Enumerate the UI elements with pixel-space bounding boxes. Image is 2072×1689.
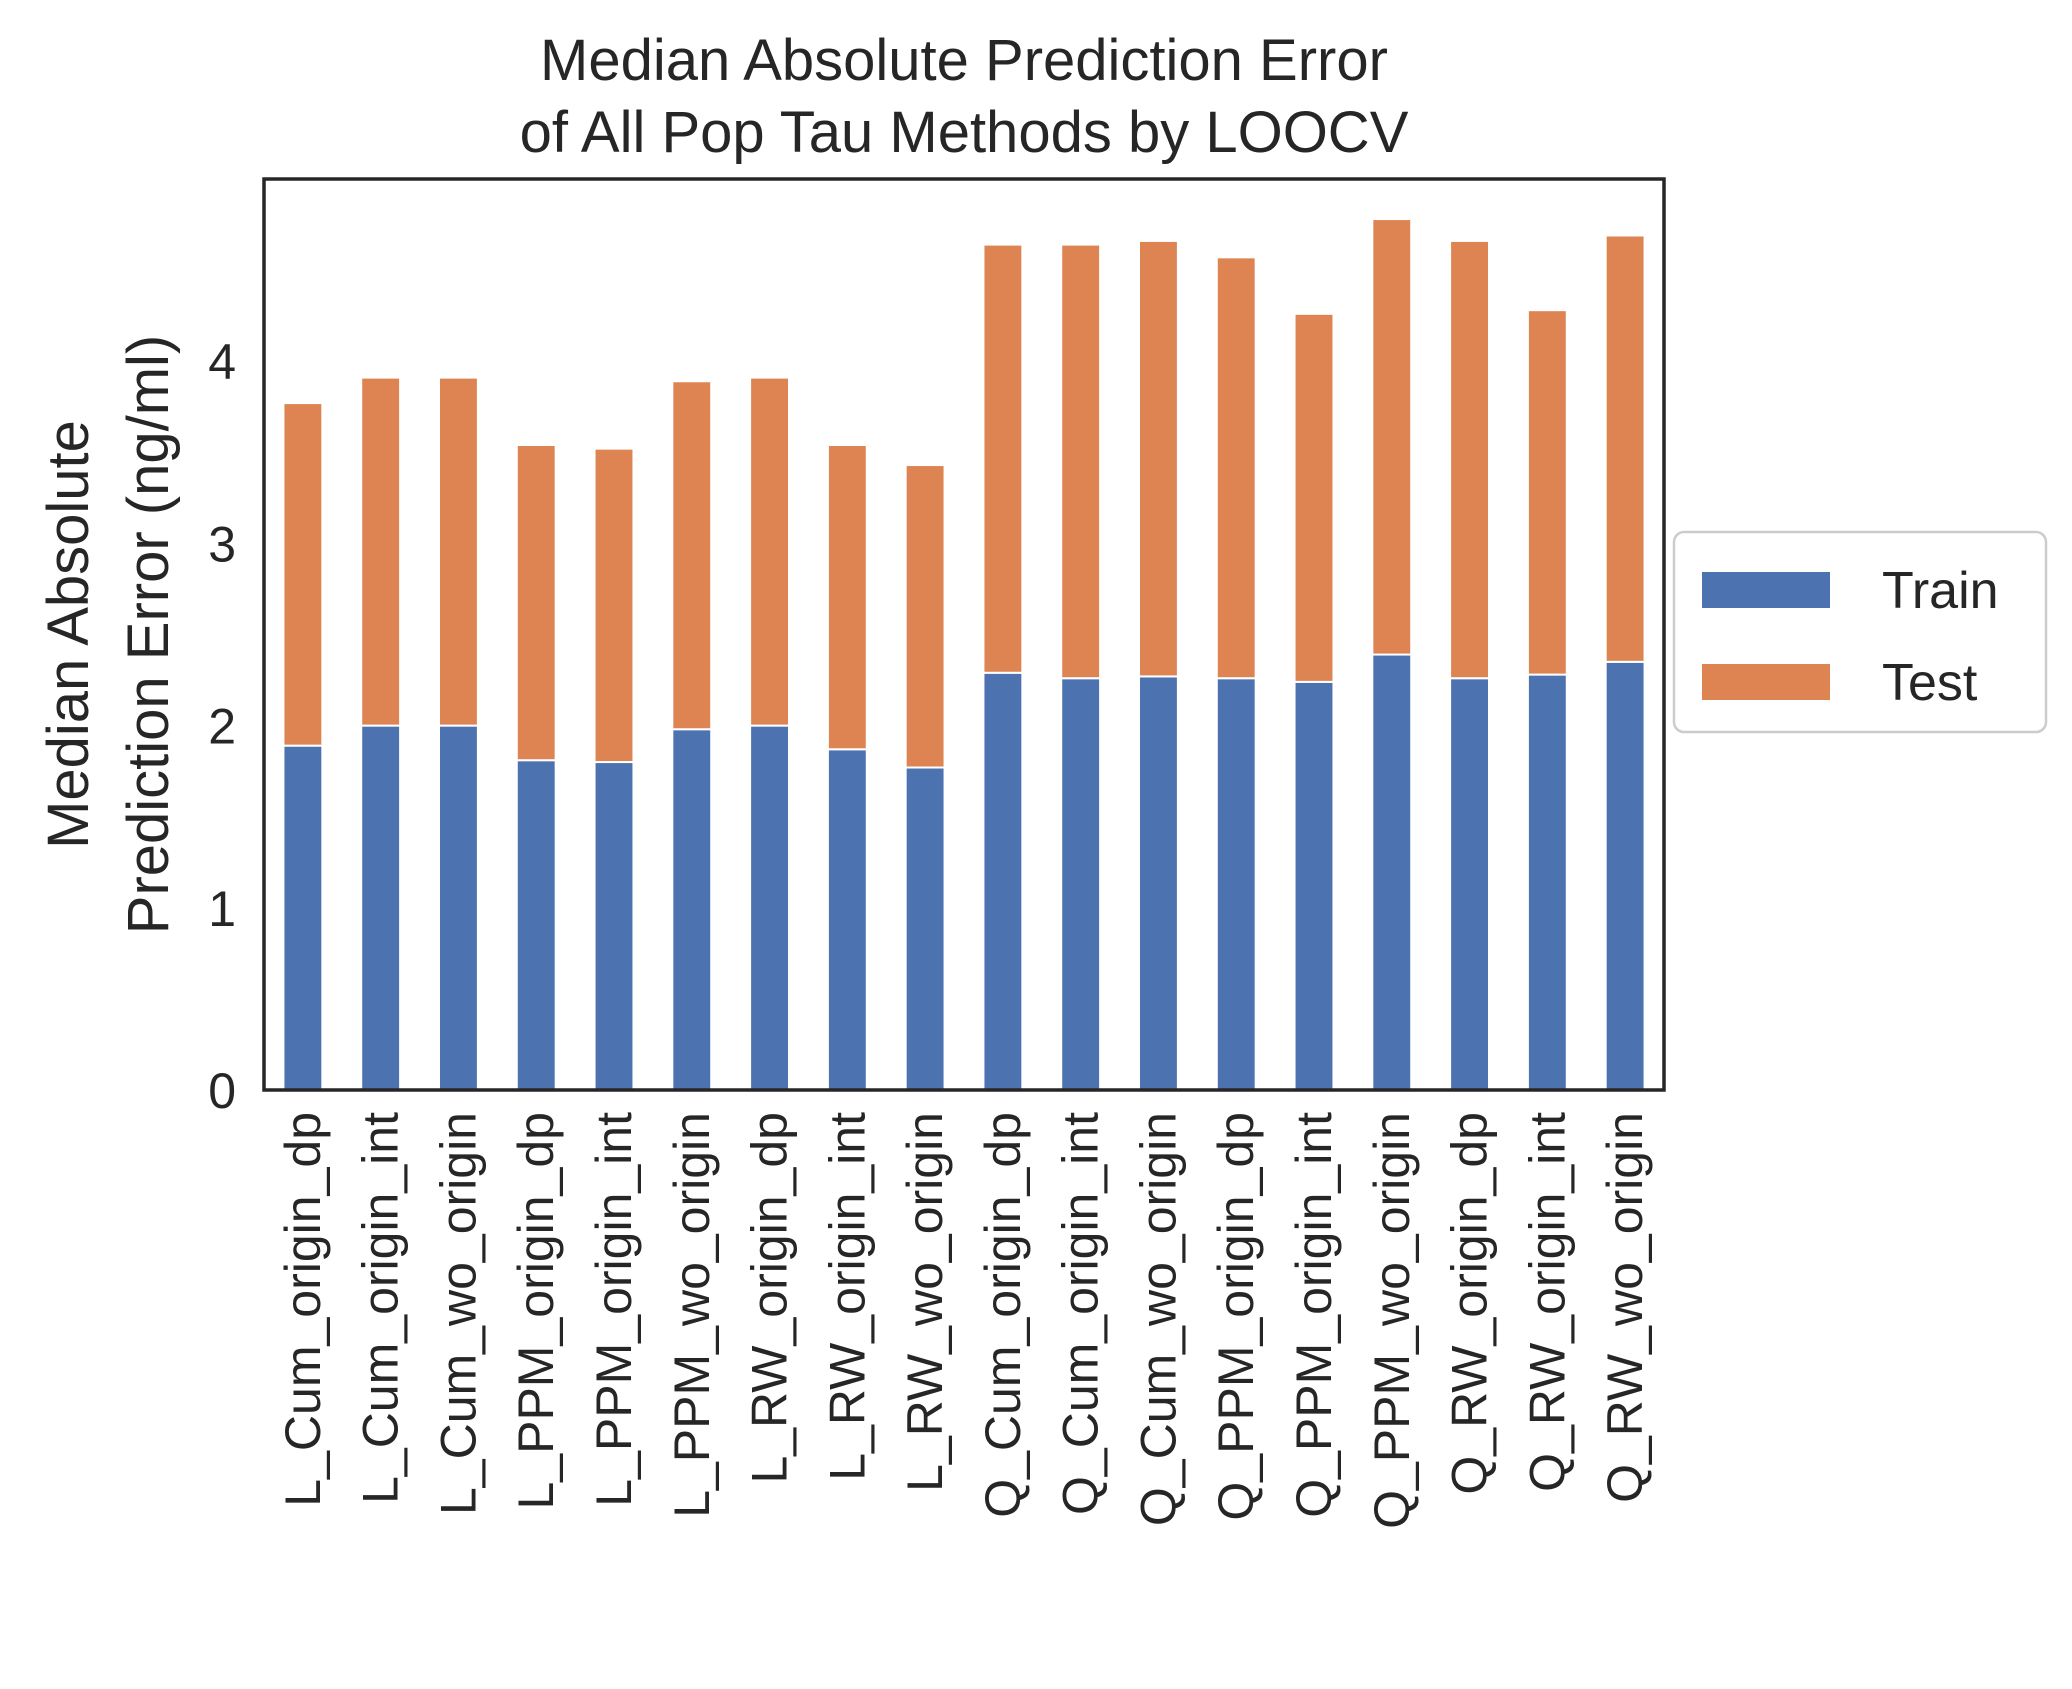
x-tick-label: Q_Cum_origin_int	[1053, 1112, 1109, 1515]
bar-test-L_PPM_wo_origin	[671, 380, 713, 731]
y-tick-label: 4	[208, 334, 236, 390]
bar-train-L_PPM_origin_int	[593, 761, 635, 1091]
x-tick-label: Q_Cum_origin_dp	[975, 1112, 1031, 1518]
bar-test-Q_PPM_origin_int	[1293, 312, 1335, 683]
bar-train-L_Cum_wo_origin	[438, 724, 479, 1091]
y-axis-label-line-2: Prediction Error (ng/ml)	[116, 335, 181, 934]
bar-test-Q_Cum_wo_origin	[1138, 239, 1179, 678]
bar-train-Q_PPM_origin_int	[1293, 680, 1335, 1091]
bars	[282, 218, 1646, 1092]
bar-train-L_Cum_origin_int	[360, 724, 402, 1091]
bar-test-L_PPM_origin_dp	[515, 444, 557, 762]
x-tick-label: Q_Cum_wo_origin	[1130, 1112, 1186, 1526]
x-tick-label: L_Cum_origin_int	[353, 1112, 409, 1504]
y-tick-label: 0	[208, 1063, 236, 1119]
bar-train-L_Cum_origin_dp	[282, 744, 324, 1092]
x-tick-label: L_PPM_origin_int	[586, 1112, 642, 1507]
bar-test-Q_PPM_origin_dp	[1215, 256, 1257, 680]
bar-test-L_RW_wo_origin	[904, 464, 946, 769]
legend-label-train: Train	[1882, 562, 1999, 620]
y-axis-label: Median Absolute Prediction Error (ng/ml)	[36, 335, 181, 934]
legend-swatch-train	[1702, 572, 1830, 608]
x-tick-label: Q_PPM_wo_origin	[1364, 1112, 1420, 1529]
bar-test-Q_PPM_wo_origin	[1371, 218, 1413, 656]
y-tick-label: 3	[208, 516, 236, 572]
bar-test-Q_Cum_origin_int	[1060, 243, 1102, 680]
bar-train-Q_Cum_wo_origin	[1138, 675, 1179, 1091]
bar-train-Q_RW_origin_dp	[1449, 677, 1490, 1092]
x-tick-label: Q_RW_origin_dp	[1442, 1112, 1498, 1495]
bar-test-L_RW_origin_dp	[749, 376, 790, 727]
legend: Train Test	[1672, 530, 2048, 734]
bar-train-Q_Cum_origin_dp	[982, 671, 1024, 1092]
x-tick-label: Q_RW_origin_int	[1519, 1112, 1575, 1492]
bar-test-L_PPM_origin_int	[593, 447, 635, 764]
bar-train-Q_RW_origin_int	[1526, 673, 1568, 1091]
bar-test-L_RW_origin_int	[826, 444, 868, 751]
bar-test-L_Cum_origin_int	[360, 376, 402, 727]
bar-train-Q_RW_wo_origin	[1604, 660, 1646, 1092]
bar-test-Q_RW_wo_origin	[1604, 234, 1646, 663]
y-tick-label: 2	[208, 699, 236, 755]
legend-label-test: Test	[1882, 654, 1978, 712]
x-tick-label: Q_PPM_origin_int	[1286, 1112, 1342, 1518]
chart-title-line-2: of All Pop Tau Methods by LOOCV	[520, 100, 1409, 165]
y-tick-label: 1	[208, 881, 236, 937]
bar-train-Q_PPM_origin_dp	[1215, 677, 1257, 1092]
y-axis-ticks: 0 1 2 3 4	[208, 334, 236, 1119]
x-tick-label: L_Cum_origin_dp	[275, 1112, 331, 1507]
x-tick-label: L_PPM_origin_dp	[508, 1112, 564, 1510]
x-tick-label: L_RW_origin_int	[819, 1112, 875, 1481]
legend-swatch-test	[1702, 664, 1830, 700]
bar-train-L_PPM_origin_dp	[515, 759, 557, 1092]
bar-train-L_RW_wo_origin	[904, 766, 946, 1091]
bar-train-Q_PPM_wo_origin	[1371, 653, 1413, 1091]
bar-train-L_RW_origin_dp	[749, 724, 790, 1091]
chart-title-line-1: Median Absolute Prediction Error	[540, 28, 1388, 93]
chart-title: Median Absolute Prediction Error of All P…	[520, 28, 1409, 165]
bar-train-Q_Cum_origin_int	[1060, 677, 1102, 1092]
bar-test-Q_RW_origin_int	[1526, 309, 1568, 676]
x-tick-label: L_Cum_wo_origin	[430, 1112, 486, 1515]
x-axis-ticks: L_Cum_origin_dp L_Cum_origin_int L_Cum_wo_…	[275, 1112, 1653, 1529]
bar-test-Q_RW_origin_dp	[1449, 239, 1490, 680]
bar-train-L_RW_origin_int	[826, 748, 868, 1091]
x-tick-label: L_RW_origin_dp	[742, 1112, 798, 1484]
x-tick-label: L_PPM_wo_origin	[664, 1112, 720, 1518]
bar-train-L_PPM_wo_origin	[671, 728, 713, 1092]
x-tick-label: Q_RW_wo_origin	[1597, 1112, 1653, 1503]
bar-test-L_Cum_origin_dp	[282, 402, 324, 747]
y-axis-label-line-1: Median Absolute	[36, 420, 101, 849]
bar-test-L_Cum_wo_origin	[438, 376, 479, 727]
plot-area-frame	[262, 177, 1666, 1092]
x-tick-label: L_RW_wo_origin	[897, 1112, 953, 1492]
bar-test-Q_Cum_origin_dp	[982, 243, 1024, 674]
x-tick-label: Q_PPM_origin_dp	[1208, 1112, 1264, 1521]
